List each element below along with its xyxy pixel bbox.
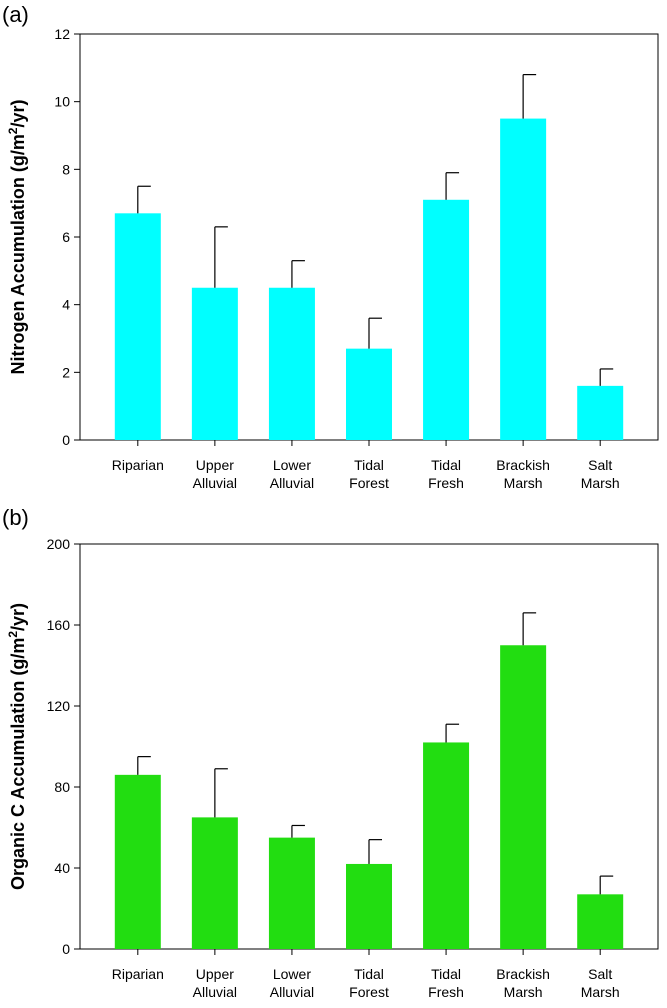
bar-a-5: [500, 118, 547, 440]
bar-b-0: [114, 774, 161, 949]
category-label-b-5: Brackish Marsh: [496, 966, 550, 1000]
y-tick-label-a-0: 0: [62, 432, 70, 448]
bar-b-4: [423, 742, 470, 949]
y-tick-label-a-5: 10: [54, 94, 70, 110]
category-label-line-b-1-0: Upper: [196, 966, 234, 982]
category-label-b-6: Salt Marsh: [581, 966, 620, 1000]
category-label-line-a-2-0: Lower: [273, 457, 311, 473]
y-tick-label-b-0: 0: [62, 941, 70, 957]
y-tick-label-b-2: 80: [54, 779, 70, 795]
bar-a-4: [423, 199, 470, 440]
category-label-line-b-6-0: Salt: [588, 966, 612, 982]
category-label-line-a-5-0: Brackish: [496, 457, 550, 473]
panel-label-a: (a): [2, 2, 29, 27]
bar-a-3: [346, 348, 392, 440]
category-label-line-b-3-0: Tidal: [354, 966, 384, 982]
category-label-line-a-4-1: Fresh: [428, 475, 464, 491]
category-label-a-0: Riparian: [112, 457, 164, 473]
category-label-line-b-1-1: Alluvial: [193, 984, 237, 1000]
category-label-line-b-4-0: Tidal: [431, 966, 461, 982]
bar-a-1: [191, 287, 238, 440]
category-label-line-a-3-1: Forest: [349, 475, 389, 491]
category-label-line-b-5-0: Brackish: [496, 966, 550, 982]
category-label-a-3: Tidal Forest: [349, 457, 389, 491]
y-axis-label-main-a: Nitrogen Accumulation (g/m: [8, 134, 28, 374]
category-label-line-a-5-1: Marsh: [504, 475, 543, 491]
category-label-line-a-4-0: Tidal: [431, 457, 461, 473]
category-label-line-a-3-0: Tidal: [354, 457, 384, 473]
bar-b-1: [191, 817, 238, 949]
y-tick-label-b-3: 120: [47, 698, 71, 714]
y-tick-label-b-4: 160: [47, 617, 71, 633]
category-label-a-5: Brackish Marsh: [496, 457, 550, 491]
panel-label-b: (b): [2, 505, 29, 530]
y-axis-label-a: Nitrogen Accumulation (g/m2/yr): [6, 99, 28, 374]
y-tick-label-b-1: 40: [54, 860, 70, 876]
category-label-line-b-5-1: Marsh: [504, 984, 543, 1000]
category-label-line-a-6-0: Salt: [588, 457, 612, 473]
bar-b-5: [500, 645, 547, 949]
bar-a-0: [114, 213, 161, 440]
y-axis-label-sup-b: 2: [6, 631, 20, 638]
category-label-b-2: Lower Alluvial: [270, 966, 314, 1000]
category-label-line-a-1-0: Upper: [196, 457, 234, 473]
category-label-b-1: Upper Alluvial: [193, 966, 237, 1000]
y-tick-label-a-4: 8: [62, 161, 70, 177]
category-label-line-a-2-1: Alluvial: [270, 475, 314, 491]
bar-b-2: [268, 837, 315, 949]
category-label-line-b-4-1: Fresh: [428, 984, 464, 1000]
category-label-b-0: Riparian: [112, 966, 164, 982]
category-label-line-b-2-1: Alluvial: [270, 984, 314, 1000]
category-label-line-b-3-1: Forest: [349, 984, 389, 1000]
y-axis-label-tail-b: /yr): [8, 603, 28, 631]
y-axis-label-tail-a: /yr): [8, 99, 28, 127]
bar-b-6: [577, 894, 624, 949]
y-axis-label-main-b: Organic C Accumulation (g/m: [8, 638, 28, 890]
y-tick-label-a-3: 6: [62, 229, 70, 245]
category-label-line-b-0-0: Riparian: [112, 966, 164, 982]
y-axis-label-b: Organic C Accumulation (g/m2/yr): [6, 603, 28, 890]
category-label-line-b-2-0: Lower: [273, 966, 311, 982]
category-label-line-a-6-1: Marsh: [581, 475, 620, 491]
category-label-a-1: Upper Alluvial: [193, 457, 237, 491]
panel-a-nitrogen-chart: (a) 0 2 4 6 8 10 12 Riparian Upper Alluvial Lower Al…: [2, 2, 659, 491]
bar-a-2: [268, 287, 315, 440]
category-label-b-3: Tidal Forest: [349, 966, 389, 1000]
category-label-a-6: Salt Marsh: [581, 457, 620, 491]
category-label-a-4: Tidal Fresh: [428, 457, 464, 491]
bar-a-6: [577, 385, 624, 440]
y-tick-label-b-5: 200: [47, 536, 71, 552]
category-label-a-2: Lower Alluvial: [270, 457, 314, 491]
y-tick-label-a-6: 12: [54, 26, 70, 42]
category-label-line-b-6-1: Marsh: [581, 984, 620, 1000]
y-tick-label-a-1: 2: [62, 364, 70, 380]
bar-b-3: [346, 863, 392, 949]
y-tick-label-a-2: 4: [62, 297, 70, 313]
y-axis-label-sup-a: 2: [6, 127, 20, 134]
category-label-line-a-1-1: Alluvial: [193, 475, 237, 491]
category-label-b-4: Tidal Fresh: [428, 966, 464, 1000]
category-label-line-a-0-0: Riparian: [112, 457, 164, 473]
